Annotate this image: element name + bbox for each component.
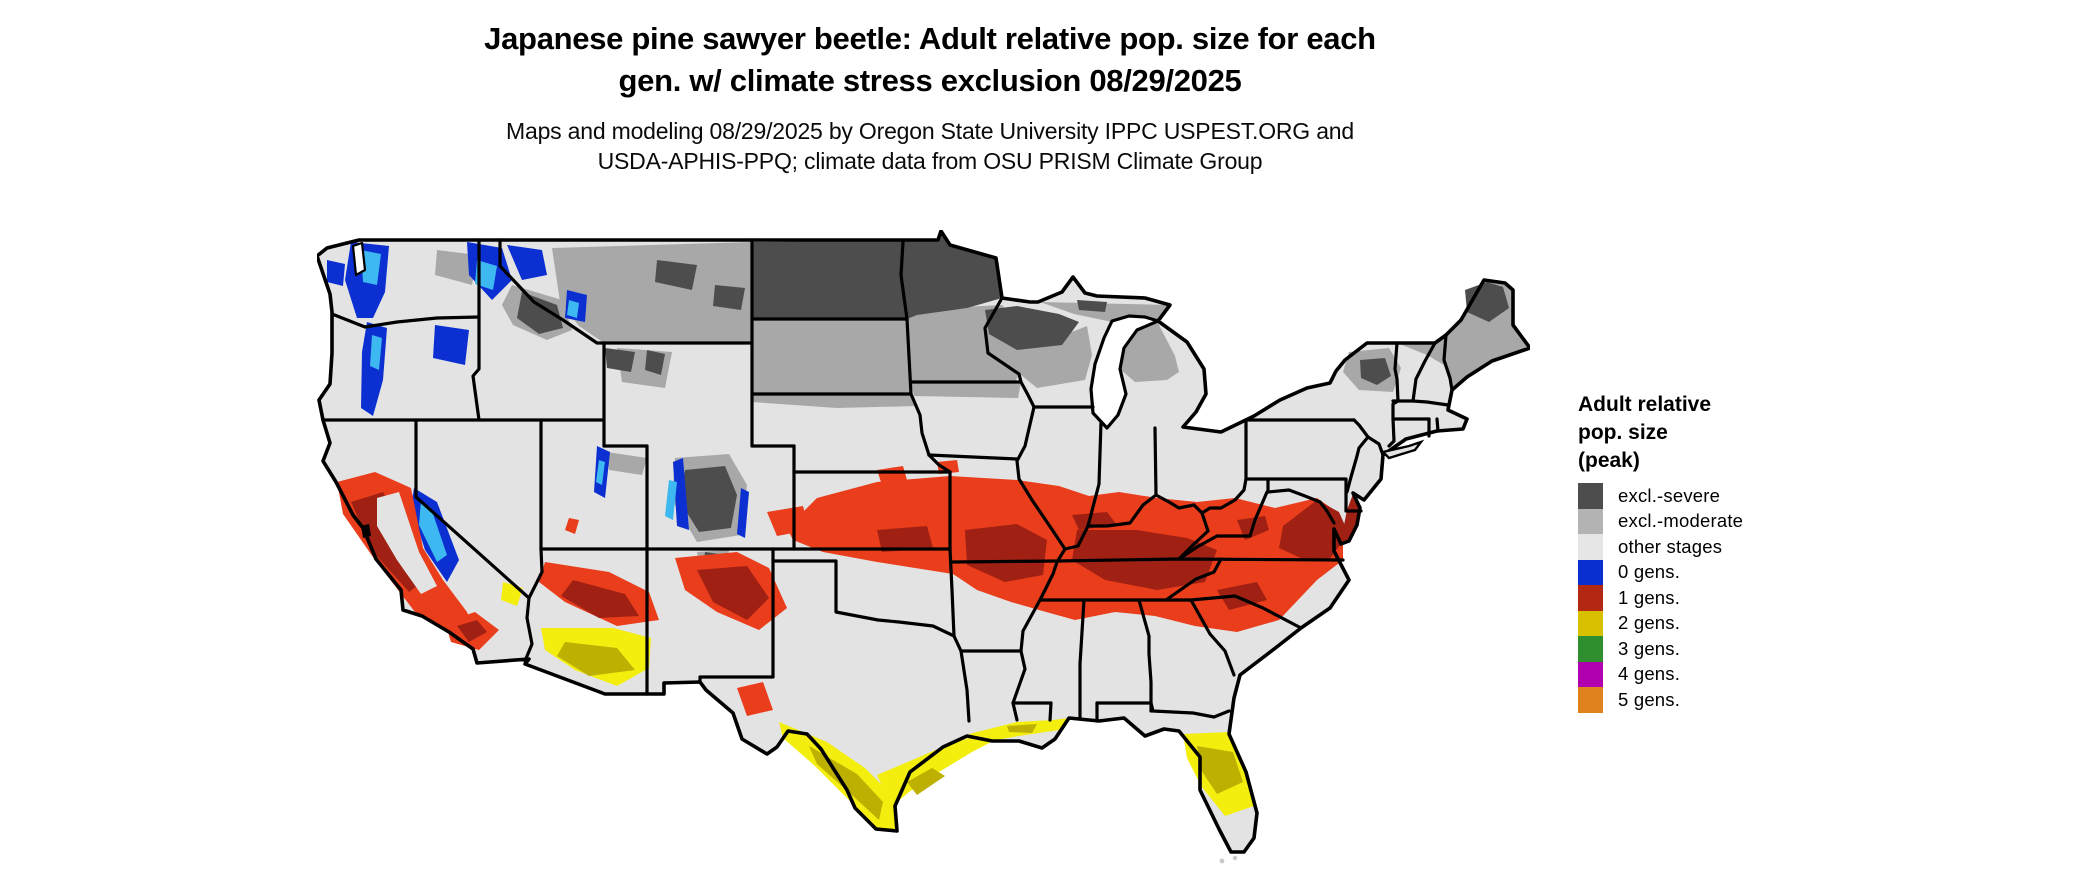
legend-item: 1 gens.	[1578, 585, 1908, 611]
legend-swatch-5-gens	[1578, 687, 1603, 713]
legend-item: excl.-severe	[1578, 483, 1908, 509]
legend-items: excl.-severe excl.-moderate other stages…	[1578, 483, 1908, 713]
legend-item: 3 gens.	[1578, 636, 1908, 662]
legend-swatch-1-gens	[1578, 585, 1603, 611]
legend-item-label: 0 gens.	[1618, 561, 1681, 583]
legend-item-label: 2 gens.	[1618, 612, 1681, 634]
legend-item-label: excl.-severe	[1618, 484, 1721, 506]
puget-sound	[351, 241, 367, 277]
region-central-valley	[377, 492, 437, 594]
subtitle-line-1: Maps and modeling 08/29/2025 by Oregon S…	[506, 118, 1354, 144]
title-line-1: Japanese pine sawyer beetle: Adult relat…	[484, 21, 1376, 56]
legend-title-line-2: pop. size	[1578, 421, 1668, 444]
legend-swatch-3-gens	[1578, 636, 1603, 662]
legend-item-label: other stages	[1618, 535, 1723, 557]
legend-item: 4 gens.	[1578, 661, 1908, 687]
legend-title: Adult relative pop. size (peak)	[1578, 391, 1908, 475]
legend-item: excl.-moderate	[1578, 508, 1908, 534]
conus-outline	[315, 229, 1532, 854]
region-darkred-virginia	[1279, 500, 1349, 560]
region-severe-northern-plains	[752, 233, 1002, 319]
legend-title-line-3: (peak)	[1578, 449, 1640, 472]
legend-swatch-other-stages	[1578, 534, 1603, 560]
legend-swatch-2-gens	[1578, 610, 1603, 636]
florida-keys	[1219, 858, 1225, 864]
legend-swatch-excl-moderate	[1578, 508, 1603, 534]
legend-item: 5 gens.	[1578, 687, 1908, 713]
legend-item: 0 gens.	[1578, 559, 1908, 585]
legend-item: 2 gens.	[1578, 610, 1908, 636]
state-borders	[321, 238, 1454, 723]
lake-michigan	[1089, 314, 1160, 430]
legend-item: other stages	[1578, 534, 1908, 560]
regions-2-gens-dark	[557, 642, 1243, 820]
subtitle-line-2: USDA-APHIS-PPQ; climate data from OSU PR…	[597, 148, 1263, 174]
legend-item-label: 1 gens.	[1618, 586, 1681, 608]
legend-title-line-1: Adult relative	[1578, 393, 1712, 416]
legend-item-label: 5 gens.	[1618, 688, 1681, 710]
legend-swatch-4-gens	[1578, 661, 1603, 687]
legend-item-label: 4 gens.	[1618, 663, 1681, 685]
us-map	[315, 229, 1532, 870]
long-island	[1380, 439, 1425, 460]
title-line-2: gen. w/ climate stress exclusion 08/29/2…	[618, 63, 1242, 98]
regions-excl-severe	[517, 233, 1509, 572]
map-legend: Adult relative pop. size (peak) excl.-se…	[1578, 391, 1908, 713]
regions-0-gens-light	[361, 250, 677, 562]
page-subtitle: Maps and modeling 08/29/2025 by Oregon S…	[330, 116, 1530, 176]
legend-item-label: excl.-moderate	[1618, 510, 1744, 532]
page-title: Japanese pine sawyer beetle: Adult relat…	[330, 18, 1530, 102]
florida-keys	[1232, 855, 1238, 861]
legend-item-label: 3 gens.	[1618, 637, 1681, 659]
legend-swatch-excl-severe	[1578, 483, 1603, 509]
legend-swatch-0-gens	[1578, 559, 1603, 585]
us-map-svg	[315, 229, 1532, 864]
